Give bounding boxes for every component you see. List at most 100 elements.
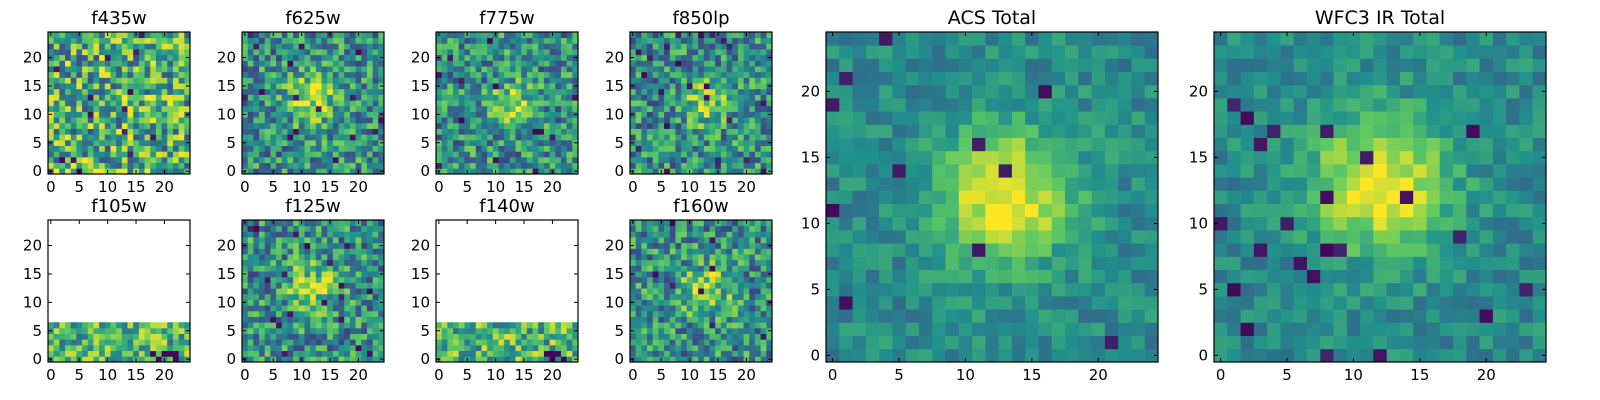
heatmap-cell bbox=[172, 339, 180, 346]
heatmap-cell bbox=[549, 94, 556, 101]
heatmap-cell bbox=[918, 164, 933, 178]
heatmap-cell bbox=[310, 43, 317, 50]
heatmap-cell bbox=[242, 310, 249, 317]
heatmap-cell bbox=[1131, 269, 1146, 284]
heatmap-cell bbox=[681, 339, 688, 346]
heatmap-cell bbox=[760, 60, 767, 67]
heatmap-cell bbox=[349, 168, 356, 175]
heatmap-cell bbox=[361, 71, 368, 78]
heatmap-cell bbox=[155, 339, 162, 346]
heatmap-cell bbox=[487, 139, 494, 146]
heatmap-cell bbox=[664, 248, 671, 255]
heatmap-cell bbox=[270, 288, 277, 295]
heatmap-cell bbox=[658, 231, 665, 238]
heatmap-cell bbox=[287, 305, 294, 312]
heatmap-cell bbox=[264, 43, 271, 50]
heatmap-cell bbox=[372, 162, 379, 169]
heatmap-cell bbox=[259, 83, 266, 90]
heatmap-cell bbox=[253, 299, 260, 306]
heatmap-cell bbox=[155, 66, 162, 73]
heatmap-cell bbox=[732, 282, 739, 289]
heatmap-cell bbox=[287, 134, 294, 141]
heatmap-cell bbox=[247, 168, 254, 175]
heatmap-cell bbox=[355, 151, 362, 158]
heatmap-cell bbox=[167, 162, 174, 169]
heatmap-cell bbox=[372, 122, 379, 129]
heatmap-cell bbox=[270, 77, 277, 84]
heatmap-cell bbox=[82, 37, 89, 44]
heatmap-cell bbox=[686, 66, 693, 73]
heatmap-cell bbox=[737, 162, 744, 169]
heatmap-cell bbox=[985, 84, 1000, 99]
heatmap-cell bbox=[737, 350, 744, 357]
heatmap-cell bbox=[167, 333, 174, 340]
heatmap-cell bbox=[743, 145, 750, 152]
heatmap-cell bbox=[253, 242, 260, 249]
heatmap-cell bbox=[664, 32, 671, 39]
heatmap-cell bbox=[958, 203, 973, 218]
heatmap-cell bbox=[65, 344, 72, 352]
heatmap-cell bbox=[247, 350, 254, 357]
heatmap-cell bbox=[958, 190, 973, 204]
heatmap-cell bbox=[538, 100, 545, 107]
heatmap-cell bbox=[675, 94, 682, 101]
heatmap-cell bbox=[566, 105, 573, 112]
heatmap-cell bbox=[492, 322, 499, 329]
heatmap-cell bbox=[1065, 296, 1079, 310]
heatmap-cell bbox=[1078, 269, 1092, 284]
heatmap-cell bbox=[715, 333, 722, 340]
heatmap-cell bbox=[82, 105, 89, 112]
heatmap-cell bbox=[732, 66, 739, 73]
heatmap-cell bbox=[144, 322, 151, 329]
heatmap-cell bbox=[321, 145, 328, 152]
heatmap-cell bbox=[715, 156, 722, 164]
heatmap-cell bbox=[281, 43, 288, 50]
heatmap-cell bbox=[549, 122, 556, 129]
heatmap-cell bbox=[464, 151, 471, 158]
heatmap-cell bbox=[361, 37, 368, 44]
heatmap-cell bbox=[321, 37, 328, 44]
heatmap-cell bbox=[905, 45, 920, 59]
heatmap-cell bbox=[532, 77, 539, 84]
heatmap-cell bbox=[167, 49, 174, 56]
heatmap-cell bbox=[155, 100, 162, 107]
heatmap-cell bbox=[361, 276, 368, 283]
heatmap-cell bbox=[133, 162, 140, 169]
heatmap-cell bbox=[276, 282, 283, 289]
heatmap-cell bbox=[675, 344, 682, 352]
heatmap-cell bbox=[53, 54, 60, 61]
heatmap-cell bbox=[692, 162, 699, 169]
heatmap-cell bbox=[669, 248, 676, 255]
heatmap-cell bbox=[749, 299, 756, 306]
heatmap-cell bbox=[82, 49, 89, 56]
heatmap-cell bbox=[892, 309, 907, 323]
heatmap-cell bbox=[504, 60, 511, 67]
heatmap-cell bbox=[726, 265, 733, 272]
heatmap-cell bbox=[669, 128, 676, 135]
heatmap-cell bbox=[161, 128, 168, 135]
heatmap-cell bbox=[70, 111, 77, 118]
panel-title: f775w bbox=[479, 8, 534, 29]
heatmap-cell bbox=[270, 134, 277, 141]
heatmap-cell bbox=[726, 339, 733, 346]
x-tick-label: 15 bbox=[320, 366, 339, 384]
heatmap-cell bbox=[972, 203, 986, 218]
heatmap-cell bbox=[692, 248, 699, 255]
heatmap-cell bbox=[726, 43, 733, 50]
heatmap-cell bbox=[526, 111, 533, 118]
heatmap-cell bbox=[1011, 111, 1026, 125]
heatmap-cell bbox=[543, 94, 550, 101]
heatmap-cell bbox=[760, 100, 767, 107]
heatmap-cell bbox=[99, 43, 106, 50]
heatmap-cell bbox=[366, 139, 374, 146]
heatmap-cell bbox=[304, 105, 311, 112]
y-tick-label: 0 bbox=[614, 350, 624, 368]
heatmap-cell bbox=[865, 137, 880, 152]
heatmap-cell bbox=[270, 128, 277, 135]
heatmap-cell bbox=[521, 71, 528, 78]
heatmap-cell bbox=[464, 43, 471, 50]
heatmap-cell bbox=[310, 54, 317, 61]
heatmap-cell bbox=[555, 122, 562, 129]
heatmap-cell bbox=[458, 145, 465, 152]
heatmap-cell bbox=[155, 43, 162, 50]
